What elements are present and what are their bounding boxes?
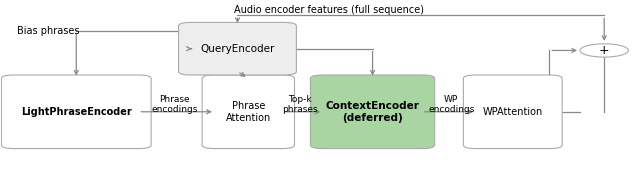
FancyBboxPatch shape	[310, 75, 435, 149]
Text: Phrase
encodings: Phrase encodings	[152, 95, 198, 114]
FancyBboxPatch shape	[179, 22, 296, 75]
FancyBboxPatch shape	[202, 75, 294, 149]
Text: ContextEncoder
(deferred): ContextEncoder (deferred)	[326, 101, 419, 123]
FancyBboxPatch shape	[1, 75, 151, 149]
FancyBboxPatch shape	[463, 75, 562, 149]
Text: Phrase
Attention: Phrase Attention	[226, 101, 271, 123]
Text: Audio encoder features (full sequence): Audio encoder features (full sequence)	[234, 5, 424, 15]
Text: Top-k
phrases: Top-k phrases	[282, 95, 318, 114]
Text: QueryEncoder: QueryEncoder	[200, 44, 275, 54]
Text: +: +	[599, 44, 609, 57]
Text: WPAttention: WPAttention	[483, 107, 543, 117]
Circle shape	[580, 44, 628, 57]
Text: LightPhraseEncoder: LightPhraseEncoder	[21, 107, 132, 117]
Text: Bias phrases: Bias phrases	[17, 26, 80, 36]
Text: WP
encodings: WP encodings	[428, 95, 474, 114]
